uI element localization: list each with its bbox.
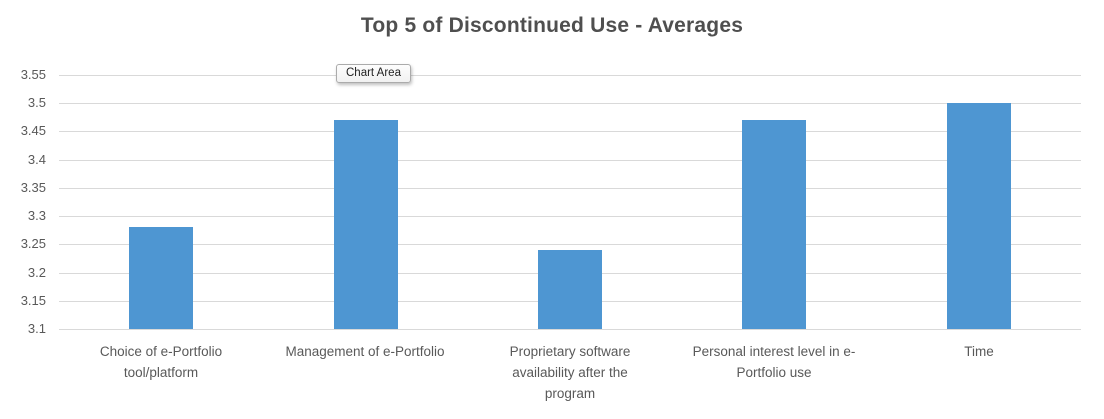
gridline [59,244,1081,245]
x-category-label: Personal interest level in e- Portfolio … [692,344,856,380]
y-tick-label: 3.2 [27,265,46,280]
chart-title: Top 5 of Discontinued Use - Averages [360,14,744,37]
y-tick-label: 3.5 [27,95,46,110]
bar-5[interactable] [947,103,1011,329]
y-tick-label: 3.45 [20,123,46,138]
gridline [59,75,1081,76]
x-category-label: Proprietary software availability after … [509,344,631,401]
y-tick-label: 3.35 [20,180,46,195]
gridline [59,131,1081,132]
y-tick-label: 3.4 [27,152,46,167]
y-tick-label: 3.3 [27,208,46,223]
y-tick-label: 3.15 [20,293,46,308]
bar-3[interactable] [538,250,602,329]
bar-2[interactable] [334,120,398,329]
x-category-label: Choice of e-Portfolio tool/platform [99,344,223,380]
gridline [59,329,1081,330]
plot-area[interactable] [59,75,1081,330]
bar-4[interactable] [742,120,806,329]
chart-area-tooltip: Chart Area [336,64,411,83]
x-category-label: Management of e-Portfolio [285,344,445,359]
chart-area-tooltip-label: Chart Area [346,67,401,79]
gridline [59,160,1081,161]
y-tick-label: 3.55 [20,67,46,82]
x-category-label: Time [964,344,994,359]
gridline [59,216,1081,217]
bar-1[interactable] [129,227,193,329]
gridline [59,103,1081,104]
y-tick-label: 3.1 [27,321,46,336]
gridline [59,188,1081,189]
y-tick-label: 3.25 [20,236,46,251]
